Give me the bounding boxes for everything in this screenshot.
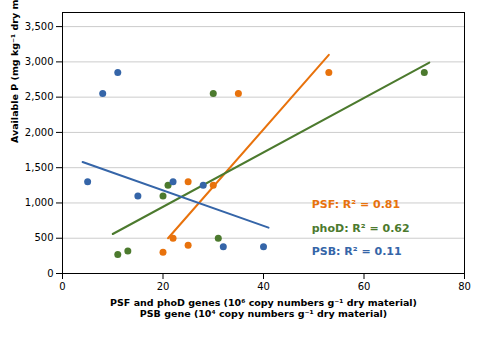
svg-text:3,500: 3,500 [25, 21, 54, 32]
svg-text:1,000: 1,000 [25, 197, 54, 208]
svg-text:0: 0 [47, 268, 53, 279]
svg-text:Available P (mg kg⁻¹ dry mater: Available P (mg kg⁻¹ dry material) [9, 0, 20, 143]
svg-text:PSF and phoD genes (10⁶ copy n: PSF and phoD genes (10⁶ copy numbers g⁻¹… [110, 297, 417, 319]
svg-text:500: 500 [34, 232, 53, 243]
svg-text:phoD: R² = 0.62: phoD: R² = 0.62 [312, 222, 410, 235]
svg-text:40: 40 [257, 281, 270, 292]
svg-text:PSF: R² = 0.81: PSF: R² = 0.81 [312, 198, 400, 211]
svg-text:2,000: 2,000 [25, 127, 54, 138]
svg-text:80: 80 [458, 281, 471, 292]
svg-text:20: 20 [157, 281, 170, 292]
svg-text:1,500: 1,500 [25, 162, 54, 173]
svg-text:60: 60 [358, 281, 371, 292]
svg-text:2,500: 2,500 [25, 91, 54, 102]
svg-text:3,000: 3,000 [25, 56, 54, 67]
svg-text:PSB: R² = 0.11: PSB: R² = 0.11 [312, 245, 402, 258]
svg-text:0: 0 [59, 281, 65, 292]
